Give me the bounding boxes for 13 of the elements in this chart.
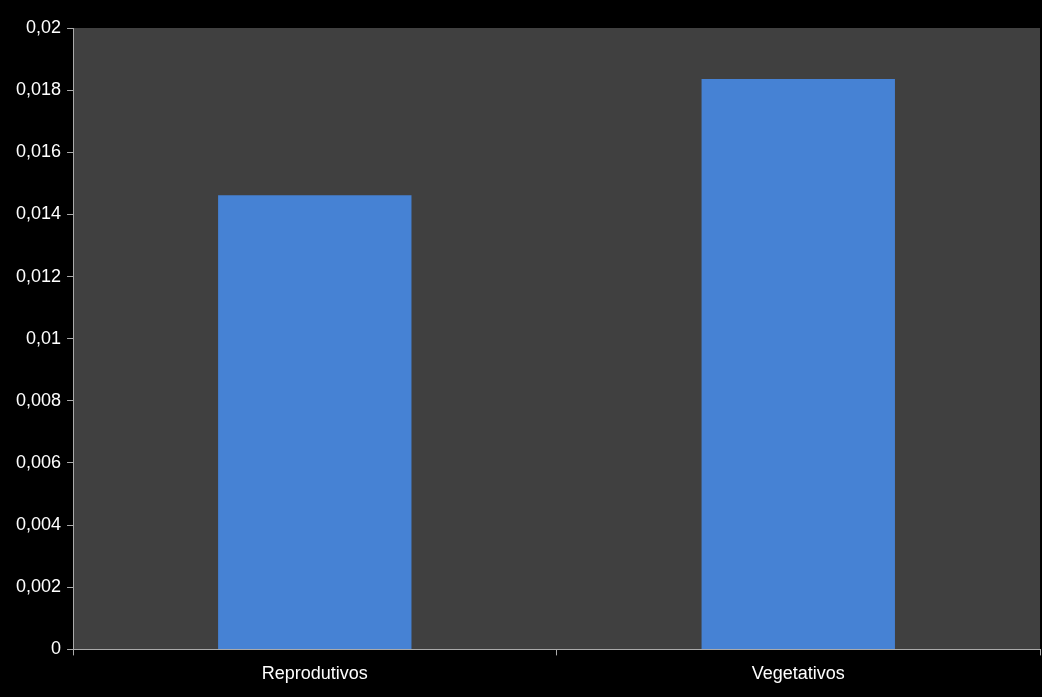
y-tick-label: 0,008 <box>16 389 62 410</box>
y-tick-label: 0,002 <box>16 576 62 597</box>
x-tick-label: Reprodutivos <box>261 663 368 684</box>
y-tick-label: 0,004 <box>16 514 62 535</box>
y-tick-label: 0,006 <box>16 451 62 472</box>
y-tick-label: 0,01 <box>26 327 62 348</box>
y-tick-label: 0 <box>51 638 62 659</box>
y-tick-label: 0,014 <box>16 203 62 224</box>
y-tick-label: 0,016 <box>16 141 62 162</box>
y-tick-label: 0,02 <box>26 16 62 37</box>
y-tick-label: 0,012 <box>16 265 62 286</box>
y-tick-label: 0,018 <box>16 79 62 100</box>
x-tick-label: Vegetativos <box>751 663 845 684</box>
